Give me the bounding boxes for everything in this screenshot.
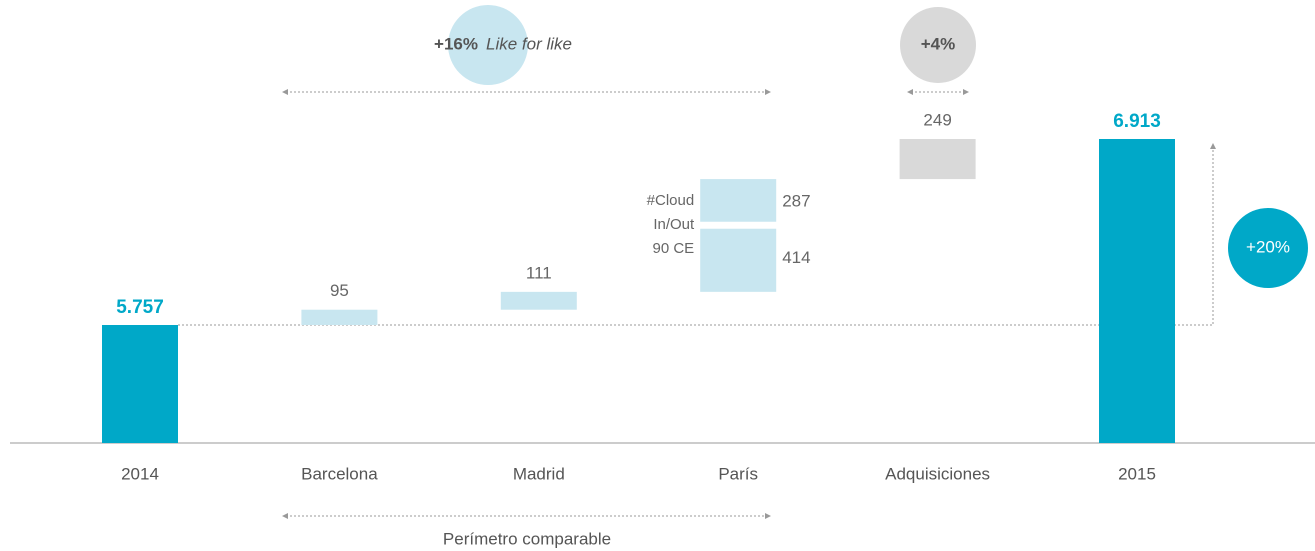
x-tick-label: Madrid xyxy=(513,464,565,483)
value-label: 5.757 xyxy=(116,297,164,318)
value-label: 6.913 xyxy=(1113,111,1161,132)
bar xyxy=(102,325,178,443)
value-label: 287 xyxy=(782,192,810,211)
bar xyxy=(899,139,976,180)
bar xyxy=(301,309,378,325)
bar xyxy=(500,291,577,310)
value-label: 95 xyxy=(330,281,349,300)
acquisition-pct: +4% xyxy=(921,34,956,53)
value-label: 111 xyxy=(526,263,552,282)
growth-bubble xyxy=(448,5,528,85)
x-tick-label: París xyxy=(718,464,758,483)
value-label: 249 xyxy=(923,110,951,129)
acquisition-bubble xyxy=(900,7,976,83)
x-tick-label: Adquisiciones xyxy=(885,464,990,483)
segment-note: #Cloud xyxy=(647,192,695,209)
total-bubble xyxy=(1228,208,1308,288)
x-tick-label: Barcelona xyxy=(301,464,378,483)
segment-note: In/Out xyxy=(653,216,695,233)
bar xyxy=(700,228,777,292)
value-label: 414 xyxy=(782,248,810,267)
arrows xyxy=(178,89,1216,519)
like-for-like-pct: +16% xyxy=(434,34,478,53)
x-tick-label: 2014 xyxy=(121,464,159,483)
like-for-like-text: Like for like xyxy=(486,34,572,53)
x-tick-label: 2015 xyxy=(1118,464,1156,483)
segment-note: 90 CE xyxy=(652,240,694,257)
bar xyxy=(700,179,777,222)
bar xyxy=(1099,139,1175,443)
perimeter-label: Perímetro comparable xyxy=(443,529,611,548)
total-pct: +20% xyxy=(1246,237,1290,256)
